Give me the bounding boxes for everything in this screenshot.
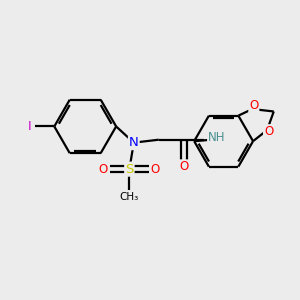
Text: O: O bbox=[99, 163, 108, 176]
Text: O: O bbox=[179, 160, 188, 173]
Text: O: O bbox=[151, 163, 160, 176]
Text: O: O bbox=[249, 99, 259, 112]
Text: O: O bbox=[264, 125, 273, 138]
Text: CH₃: CH₃ bbox=[120, 192, 139, 202]
Text: S: S bbox=[125, 163, 134, 176]
Text: NH: NH bbox=[208, 131, 226, 144]
Text: I: I bbox=[28, 120, 32, 133]
Text: N: N bbox=[129, 136, 139, 149]
